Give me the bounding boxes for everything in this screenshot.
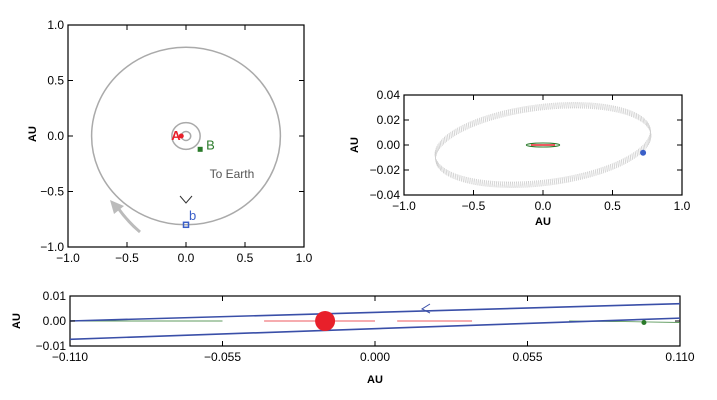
orbit-b [90, 46, 282, 226]
panel2-xtick-label: −0.5 [462, 199, 486, 213]
planet-b-label: b [189, 208, 196, 223]
panel1-xtick-label: 0.5 [237, 251, 254, 265]
panel3-ylabel: AU [11, 313, 23, 329]
panel1-ytick-label: 0.0 [47, 129, 64, 143]
panel2-xlabel: AU [535, 216, 551, 228]
star-b-marker [197, 146, 203, 152]
panel2-xtick-label: −1.0 [392, 199, 416, 213]
panel1-ytick-label: −0.5 [40, 185, 64, 199]
panel3-xtick-label: 0.000 [360, 350, 390, 364]
planet-orbit-line-2 [69, 317, 681, 341]
to-earth-caret [179, 195, 193, 204]
panel3-xtick-label: 0.110 [665, 350, 694, 364]
orbit-b [171, 121, 201, 151]
panel1-frame [67, 24, 305, 248]
planet-b-marker [182, 221, 190, 229]
panel3-ytick-label: 0.01 [43, 289, 67, 303]
star-b-label: B [206, 137, 215, 152]
panel3-xtick-label: −0.110 [52, 350, 88, 364]
panel1-xtick-label: 1.0 [296, 251, 313, 265]
star-b-point [641, 320, 647, 326]
edge-on-orbit-trace [435, 107, 652, 188]
star-a-marker [178, 133, 184, 139]
panel2-xtick-label: 0.5 [604, 199, 621, 213]
panel1-xtick-label: 0.0 [178, 251, 195, 265]
panel3-ytick-label: −0.01 [36, 339, 67, 353]
orbit-direction-arrow [116, 207, 141, 234]
panel-bottom: −0.110 −0.055 0.000 0.055 0.110 0.01 0.00 −0.01… [11, 289, 695, 386]
panel2-ytick-label: 0.02 [377, 113, 401, 127]
planet-b-point [640, 149, 647, 156]
panel1-xtick-label: −0.5 [115, 251, 139, 265]
panel3-xtick-label: 0.055 [512, 350, 542, 364]
panel2-ylabel: AU [349, 137, 361, 153]
panel3-xlabel: AU [367, 374, 383, 386]
panel1-xtick-label: −1.0 [56, 251, 80, 265]
panel3-xtick-label: −0.055 [204, 350, 241, 364]
star-a-disk [315, 311, 336, 331]
panel1-ytick-label: −1.0 [40, 240, 64, 254]
edge-on-orbit-trace [435, 107, 652, 188]
orbit-direction-arrowhead [110, 200, 124, 214]
panel3-ytick-label: 0.00 [43, 314, 67, 328]
panel2-xtick-label: 0.0 [535, 199, 552, 213]
panel1-ytick-label: 1.0 [47, 18, 64, 32]
planet-orbit-line-1 [69, 302, 681, 322]
to-earth-annotation: To Earth [210, 167, 255, 181]
panel2-xtick-label: 1.0 [674, 199, 691, 213]
direction-caret [420, 303, 431, 314]
panel-top-right: −1.0 −0.5 0.0 0.5 1.00.040.020.00−0.02−0.04 … [349, 88, 691, 228]
panel-top-left: A Bb −1.0 −0.5 0.0 0.5 1.0 1.0 0.5 0.0 −0.5 −1.0 A… [27, 18, 313, 265]
star-a-label: A [171, 128, 181, 143]
edge-on-orbit-trace [435, 107, 652, 188]
panel2-ytick-label: 0.00 [377, 138, 401, 152]
panel2-ytick-label: 0.04 [377, 88, 401, 102]
panel1-ylabel: AU [27, 126, 39, 142]
inner-orbit-b [525, 142, 561, 148]
panel2-ytick-label: −0.02 [370, 163, 401, 177]
panel2-ytick-label: −0.04 [370, 188, 401, 202]
panel1-ytick-label: 0.5 [47, 74, 64, 88]
